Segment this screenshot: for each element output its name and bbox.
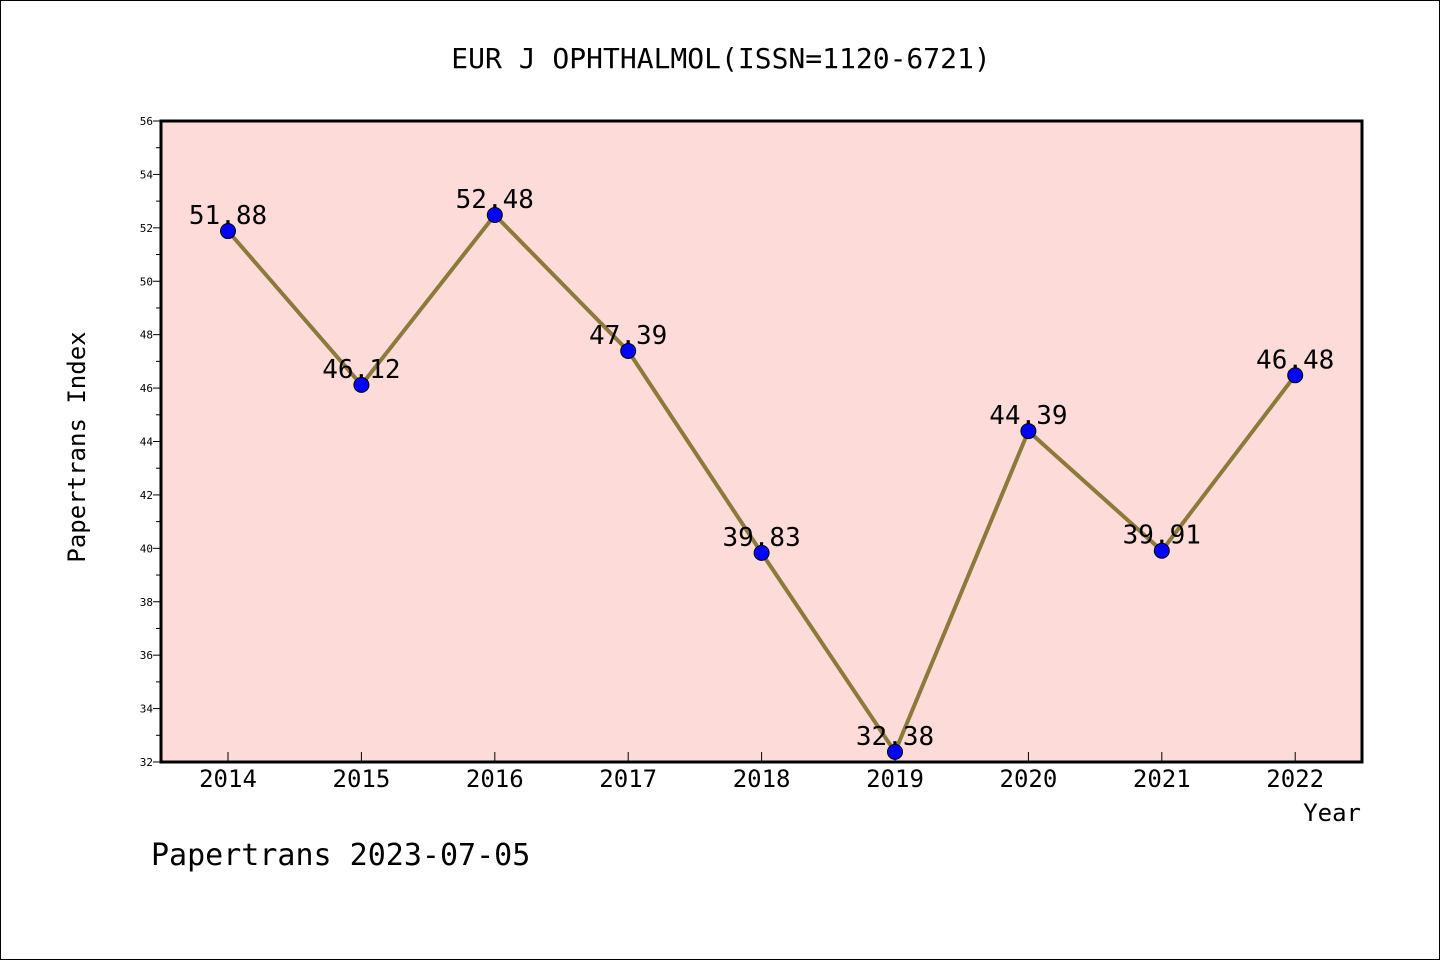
series: [220, 207, 1304, 760]
x-axis-label: Year: [1303, 799, 1361, 827]
data-labels: 51.88 46.12 52.48 47.39 39.83 32.38 44.39 39.91…: [189, 185, 1334, 752]
data-point: [620, 342, 637, 359]
x-tick-label: 2019: [866, 765, 924, 793]
data-label: 44.39: [989, 401, 1067, 431]
x-tick-label: 2020: [1000, 765, 1058, 793]
y-tick-label: 34: [140, 703, 154, 716]
y-tick-label: 44: [140, 436, 154, 449]
y-tick-label: 54: [140, 168, 154, 181]
y-tick-label: 40: [140, 542, 153, 555]
data-label: 39.91: [1123, 521, 1201, 551]
data-label: 52.48: [456, 185, 534, 215]
x-tick-label: 2018: [733, 765, 791, 793]
y-tick-label: 56: [140, 115, 153, 128]
y-tick-label: 46: [140, 382, 153, 395]
data-point: [353, 376, 370, 393]
y-tick-label: 48: [140, 329, 153, 342]
y-tick-label: 42: [140, 489, 153, 502]
footer-text: Papertrans 2023-07-05: [151, 838, 530, 873]
y-axis-ticks: 32 34 36 38 40 42 44 46 48 50 52 54 56: [140, 115, 161, 769]
chart-title: EUR J OPHTHALMOL(ISSN=1120-6721): [451, 42, 990, 75]
data-point: [220, 223, 236, 240]
data-label: 46.12: [322, 355, 400, 385]
data-point: [1153, 542, 1170, 559]
y-tick-label: 50: [140, 275, 153, 288]
data-label: 32.38: [856, 722, 934, 752]
data-label: 47.39: [589, 321, 667, 351]
data-point: [753, 544, 770, 561]
y-tick-label: 38: [140, 596, 153, 609]
x-tick-label: 2017: [599, 765, 657, 793]
y-tick-label: 52: [140, 222, 153, 235]
x-tick-label: 2021: [1133, 765, 1191, 793]
data-point: [486, 207, 503, 224]
data-point: [1287, 367, 1304, 384]
x-tick-label: 2016: [466, 765, 524, 793]
x-axis-ticks: 2014 2015 2016 2017 2018 2019 2020 2021 2022: [199, 752, 1324, 793]
plot-area: [161, 121, 1362, 762]
data-point: [1020, 423, 1037, 440]
y-tick-label: 36: [140, 649, 153, 662]
data-label: 46.48: [1256, 345, 1334, 375]
x-tick-label: 2022: [1266, 765, 1324, 793]
x-tick-label: 2014: [199, 765, 257, 793]
y-tick-label: 32: [140, 756, 153, 769]
data-label: 39.83: [722, 523, 800, 553]
data-label: 51.88: [189, 201, 267, 231]
plot-border: [159, 119, 1364, 764]
x-tick-label: 2015: [333, 765, 391, 793]
data-point: [887, 743, 903, 760]
y-axis-label: Papertrans Index: [63, 331, 91, 562]
